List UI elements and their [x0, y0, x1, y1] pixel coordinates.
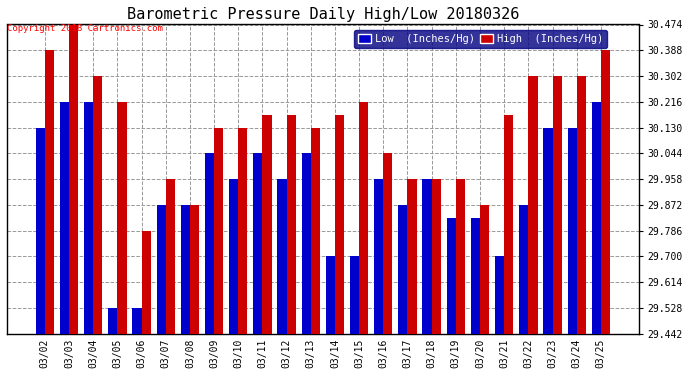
Bar [350, 256, 359, 334]
Bar [166, 179, 175, 334]
Bar [157, 205, 166, 334]
Bar [238, 128, 248, 334]
Bar [253, 153, 262, 334]
Bar [205, 153, 214, 334]
Bar [310, 128, 320, 334]
Bar [495, 256, 504, 334]
Bar [446, 217, 456, 334]
Bar [229, 179, 238, 334]
Text: Copyright 2018 Cartronics.com: Copyright 2018 Cartronics.com [7, 24, 163, 33]
Bar [456, 179, 465, 334]
Bar [471, 217, 480, 334]
Bar [504, 115, 513, 334]
Bar [214, 128, 224, 334]
Bar [69, 24, 78, 334]
Bar [374, 179, 384, 334]
Bar [408, 179, 417, 334]
Bar [553, 76, 562, 334]
Bar [302, 153, 310, 334]
Bar [132, 308, 141, 334]
Title: Barometric Pressure Daily High/Low 20180326: Barometric Pressure Daily High/Low 20180… [127, 7, 519, 22]
Bar [181, 205, 190, 334]
Bar [359, 102, 368, 334]
Bar [384, 153, 393, 334]
Bar [262, 115, 272, 334]
Bar [398, 205, 408, 334]
Bar [93, 76, 102, 334]
Bar [432, 179, 441, 334]
Bar [60, 102, 69, 334]
Bar [45, 50, 54, 334]
Bar [529, 76, 538, 334]
Bar [277, 179, 286, 334]
Bar [84, 102, 93, 334]
Bar [286, 115, 296, 334]
Bar [543, 128, 553, 334]
Bar [422, 179, 432, 334]
Legend: Low  (Inches/Hg), High  (Inches/Hg): Low (Inches/Hg), High (Inches/Hg) [354, 30, 607, 48]
Bar [567, 128, 577, 334]
Bar [141, 231, 150, 334]
Bar [480, 205, 489, 334]
Bar [592, 102, 601, 334]
Bar [108, 308, 117, 334]
Bar [326, 256, 335, 334]
Bar [335, 115, 344, 334]
Bar [601, 50, 610, 334]
Bar [117, 102, 126, 334]
Bar [519, 205, 529, 334]
Bar [190, 205, 199, 334]
Bar [36, 128, 45, 334]
Bar [577, 76, 586, 334]
